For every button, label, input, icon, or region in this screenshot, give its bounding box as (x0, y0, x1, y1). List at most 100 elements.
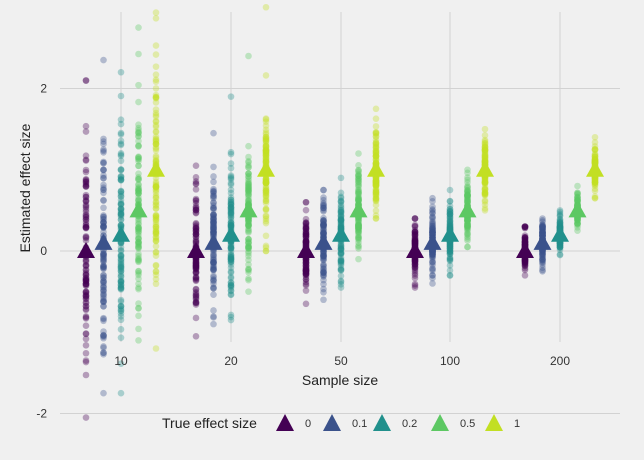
data-point (82, 183, 90, 190)
data-point (372, 182, 380, 189)
data-point (481, 148, 489, 156)
legend: True effect size 0 0.1 0.2 0.5 1 (162, 414, 520, 431)
data-point (591, 155, 599, 163)
data-point (100, 303, 107, 310)
data-point (464, 227, 471, 235)
data-point (446, 221, 454, 229)
data-point (320, 218, 327, 225)
data-point (227, 212, 235, 219)
data-point (429, 250, 436, 258)
data-point (556, 240, 564, 247)
data-point (82, 315, 90, 322)
data-point (429, 274, 436, 282)
data-point (82, 271, 90, 278)
data-point (100, 291, 107, 299)
data-point (262, 197, 270, 205)
data-point (245, 229, 252, 236)
data-point (337, 254, 345, 262)
mean-triangle (367, 160, 385, 177)
data-point (82, 322, 90, 330)
data-point (192, 276, 200, 284)
data-point (192, 227, 200, 234)
data-point (302, 237, 310, 245)
data-point (372, 139, 380, 147)
data-point (227, 240, 235, 248)
data-point (227, 173, 235, 181)
data-point (481, 179, 489, 186)
data-point (481, 190, 489, 198)
data-point (446, 254, 454, 261)
data-point (464, 225, 471, 232)
legend-label: 0 (305, 418, 311, 430)
data-point (262, 189, 270, 197)
data-point (100, 140, 107, 148)
data-point (135, 187, 142, 194)
data-point (82, 77, 90, 84)
data-point (539, 229, 546, 237)
data-point (302, 231, 310, 238)
data-point (302, 269, 310, 277)
data-point (117, 252, 125, 260)
data-point (82, 191, 90, 199)
data-point (539, 258, 546, 266)
data-point (429, 253, 436, 261)
data-point (245, 239, 252, 247)
data-point (100, 317, 107, 325)
data-point-extreme (481, 207, 489, 214)
data-point (117, 116, 125, 123)
data-point (337, 277, 345, 285)
data-point (227, 284, 235, 292)
data-point (355, 221, 362, 229)
data-point (429, 252, 436, 260)
data-point (320, 285, 327, 293)
data-point (210, 224, 217, 232)
data-point (464, 197, 471, 205)
data-point (464, 221, 471, 228)
data-point (372, 179, 380, 187)
data-point (539, 226, 546, 234)
data-point (521, 256, 529, 263)
data-point (117, 173, 125, 180)
data-point (539, 229, 546, 237)
data-point (320, 229, 327, 237)
data-point (320, 256, 327, 264)
data-point (227, 255, 235, 263)
data-point (337, 208, 345, 215)
data-point (481, 178, 489, 186)
data-point (262, 219, 270, 227)
data-point (302, 265, 310, 272)
data-point (464, 220, 471, 228)
data-point (100, 343, 107, 350)
data-point (302, 266, 310, 274)
data-point (100, 264, 107, 271)
data-point (539, 223, 546, 231)
data-point (227, 273, 235, 281)
data-point (100, 213, 107, 221)
data-point (152, 156, 160, 164)
data-point (82, 335, 90, 343)
data-point (320, 265, 327, 273)
data-point (82, 271, 90, 278)
data-point (152, 230, 160, 237)
data-point (539, 250, 546, 258)
data-point (135, 129, 142, 137)
data-point (117, 263, 125, 270)
data-point (262, 188, 270, 196)
data-point (302, 230, 310, 237)
data-point (152, 214, 160, 222)
data-point (411, 257, 419, 265)
data-point (355, 217, 362, 225)
data-point (245, 243, 252, 250)
data-point (117, 316, 125, 324)
data-point (429, 259, 436, 267)
data-point (82, 222, 90, 229)
data-point (100, 174, 107, 182)
data-point (210, 204, 217, 212)
data-point (100, 284, 107, 291)
data-point (372, 129, 380, 137)
data-point (262, 178, 270, 186)
data-point (135, 267, 142, 275)
data-point (446, 247, 454, 255)
data-point (355, 219, 362, 227)
data-point (210, 266, 217, 273)
